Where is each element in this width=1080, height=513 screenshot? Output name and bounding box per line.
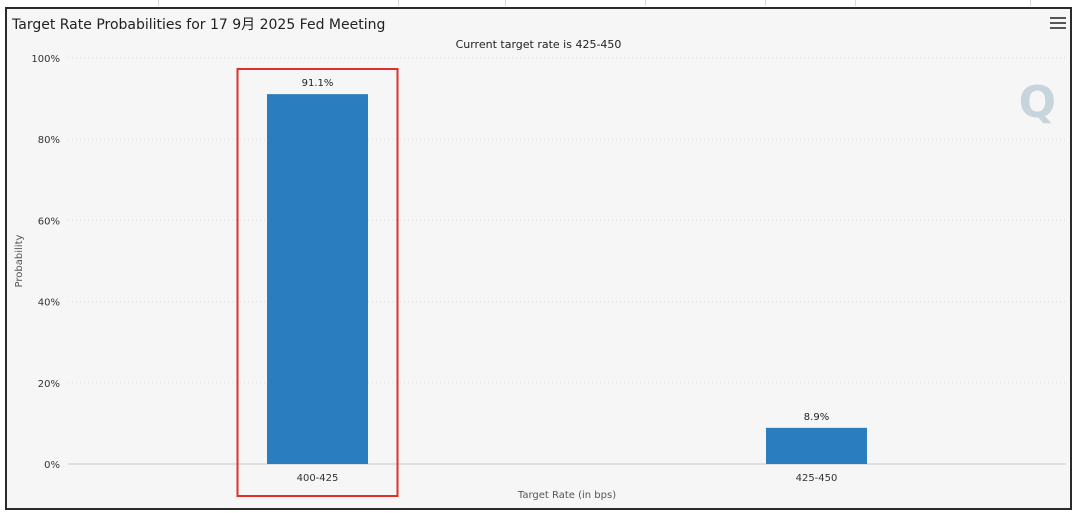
x-tick-label: 425-450 bbox=[796, 473, 838, 484]
y-tick-label: 40% bbox=[38, 298, 60, 309]
watermark-logo: Q bbox=[1018, 77, 1056, 128]
hamburger-menu-icon[interactable] bbox=[1050, 17, 1066, 31]
y-tick-label: 20% bbox=[38, 379, 60, 390]
x-axis-title: Target Rate (in bps) bbox=[517, 490, 616, 501]
chart-title: Target Rate Probabilities for 17 9月 2025… bbox=[12, 17, 386, 33]
x-tick-label: 400-425 bbox=[297, 473, 339, 484]
y-tick-label: 60% bbox=[38, 216, 60, 227]
highlight-box bbox=[236, 68, 399, 497]
chart-subtitle: Current target rate is 425-450 bbox=[455, 38, 622, 51]
y-tick-label: 100% bbox=[31, 54, 60, 65]
top-strip bbox=[0, 0, 1080, 7]
data-label: 8.9% bbox=[804, 412, 829, 423]
chart-panel: Target Rate Probabilities for 17 9月 2025… bbox=[5, 7, 1072, 510]
bar bbox=[766, 427, 867, 464]
y-tick-label: 0% bbox=[44, 460, 60, 471]
bar bbox=[267, 94, 368, 464]
y-axis-title: Probability bbox=[14, 234, 25, 287]
data-label: 91.1% bbox=[302, 78, 334, 89]
y-tick-label: 80% bbox=[38, 135, 60, 146]
